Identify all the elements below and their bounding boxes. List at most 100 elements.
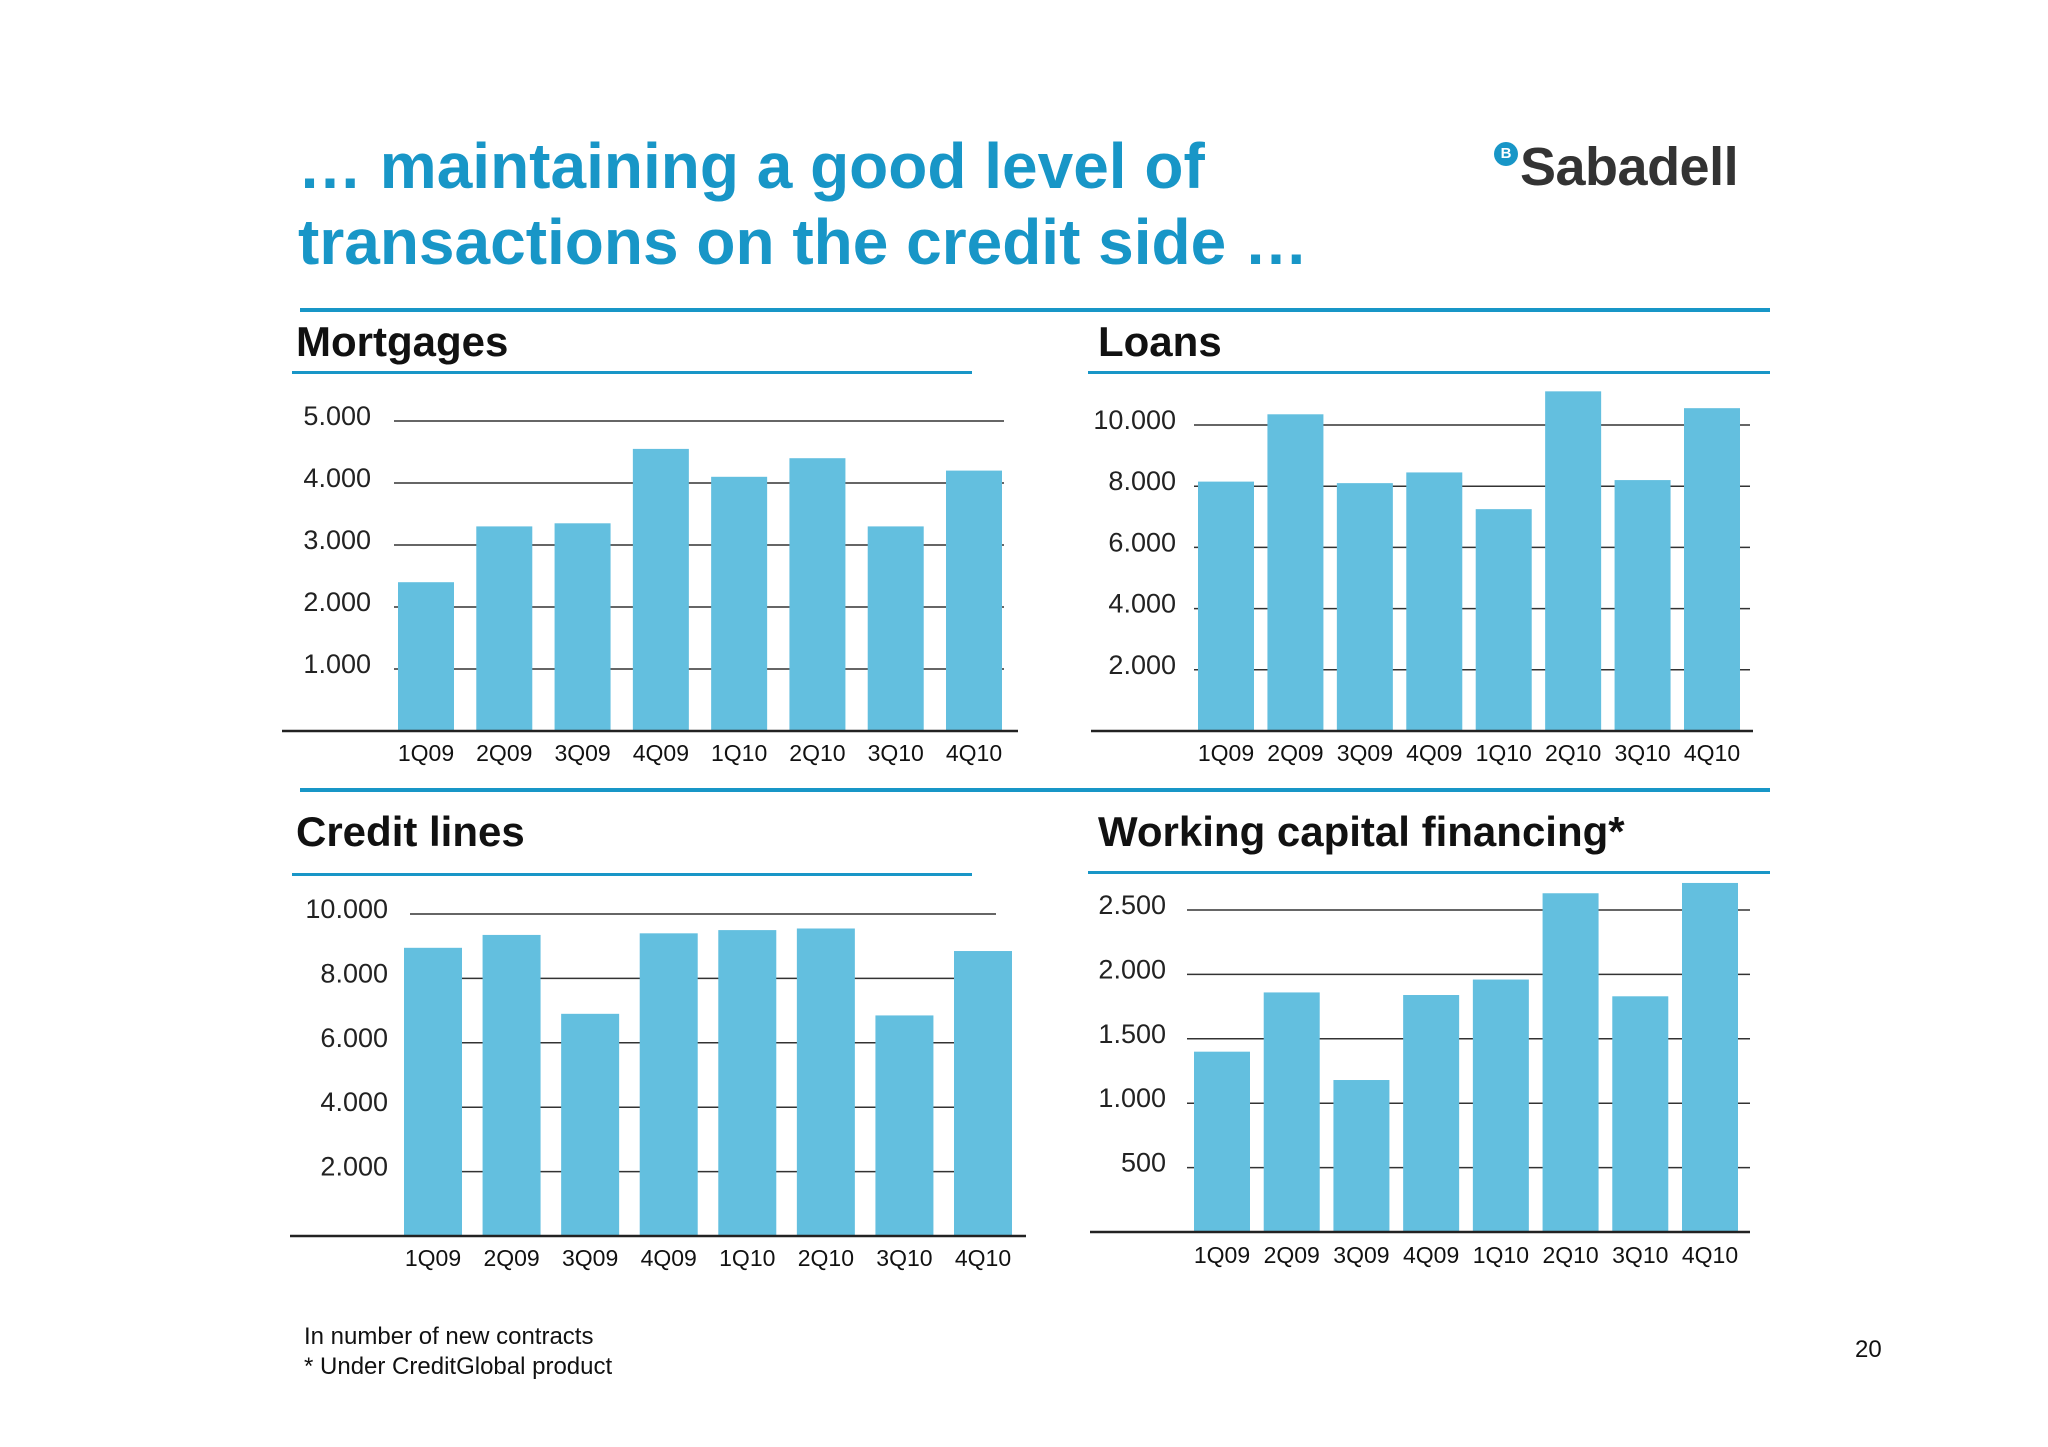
- working-capital-financing-category-label: 4Q09: [1403, 1242, 1459, 1268]
- credit-lines-ytick-label: 2.000: [320, 1152, 388, 1182]
- loans-bar-4q09: [1406, 472, 1462, 731]
- working-capital-financing-bar-4q10: [1682, 883, 1738, 1232]
- chart-loans: 2.000 4.000 6.000 8.000 10.000 1Q09 2Q09 3Q09 4Q…: [1080, 395, 1780, 775]
- credit-lines-bar-3q09: [561, 1014, 619, 1236]
- loans-bar-1q10: [1476, 509, 1532, 731]
- working-capital-financing-ytick-label: 500: [1121, 1148, 1166, 1178]
- mortgages-category-label: 3Q10: [868, 740, 924, 766]
- working-capital-financing-category-label: 4Q10: [1682, 1242, 1738, 1268]
- loans-category-label: 2Q09: [1267, 740, 1323, 766]
- sabadell-logo: B Sabadell: [1494, 138, 1764, 198]
- working-capital-financing-bar-3q10: [1612, 996, 1668, 1232]
- working-capital-financing-bar-1q10: [1473, 980, 1529, 1232]
- slide-title: … maintaining a good level of transactio…: [298, 128, 1308, 280]
- mortgages-ytick-label: 2.000: [303, 587, 371, 617]
- loans-category-label: 4Q10: [1684, 740, 1740, 766]
- credit-lines-category-label: 3Q09: [562, 1245, 618, 1271]
- chart-title-credit-lines: Credit lines: [296, 808, 525, 856]
- top-divider: [300, 308, 1770, 312]
- chart-underline-working-capital: [1088, 871, 1770, 874]
- chart-mortgages: 1.000 2.000 3.000 4.000 5.000 1Q09 2Q09 3Q09 4Q0…: [270, 395, 1030, 775]
- mortgages-ytick-label: 1.000: [303, 649, 371, 679]
- working-capital-financing-ytick-label: 2.000: [1098, 954, 1166, 984]
- working-capital-financing-ytick-label: 1.500: [1098, 1019, 1166, 1049]
- mortgages-bar-1q10: [711, 477, 767, 731]
- mortgages-category-label: 2Q09: [476, 740, 532, 766]
- mortgages-category-label: 1Q10: [711, 740, 767, 766]
- mortgages-ytick-label: 5.000: [303, 401, 371, 431]
- chart-underline-mortgages: [292, 371, 972, 374]
- mortgages-category-label: 2Q10: [789, 740, 845, 766]
- page-number: 20: [1855, 1336, 1882, 1364]
- credit-lines-ytick-label: 10.000: [305, 894, 388, 924]
- chart-working-capital: 500 1.000 1.500 2.000 2.500 1Q09 2Q09 3Q09 4Q09 1…: [1080, 880, 1780, 1270]
- credit-lines-ytick-label: 6.000: [320, 1023, 388, 1053]
- working-capital-financing-category-label: 3Q10: [1612, 1242, 1668, 1268]
- loans-category-label: 1Q09: [1198, 740, 1254, 766]
- mortgages-category-label: 4Q09: [633, 740, 689, 766]
- credit-lines-bar-1q09: [404, 948, 462, 1236]
- loans-bar-4q10: [1684, 408, 1740, 731]
- loans-category-label: 3Q10: [1614, 740, 1670, 766]
- footnote-units: In number of new contracts: [304, 1322, 612, 1352]
- mortgages-ytick-label: 4.000: [303, 463, 371, 493]
- chart-title-loans: Loans: [1098, 318, 1222, 366]
- loans-ytick-label: 6.000: [1108, 527, 1176, 557]
- credit-lines-category-label: 2Q10: [798, 1245, 854, 1271]
- mortgages-bar-2q10: [789, 458, 845, 731]
- working-capital-financing-category-label: 1Q09: [1194, 1242, 1250, 1268]
- loans-ytick-label: 10.000: [1093, 405, 1176, 435]
- credit-lines-bar-3q10: [875, 1015, 933, 1236]
- credit-lines-bar-2q09: [483, 935, 541, 1236]
- logo-wordmark: Sabadell: [1520, 138, 1738, 196]
- middle-divider: [300, 788, 1770, 792]
- working-capital-financing-category-label: 3Q09: [1333, 1242, 1389, 1268]
- working-capital-financing-category-label: 2Q10: [1542, 1242, 1598, 1268]
- mortgages-bar-2q09: [476, 526, 532, 731]
- working-capital-financing-ytick-label: 1.000: [1098, 1083, 1166, 1113]
- mortgages-category-label: 4Q10: [946, 740, 1002, 766]
- loans-category-label: 1Q10: [1476, 740, 1532, 766]
- working-capital-financing-category-label: 2Q09: [1264, 1242, 1320, 1268]
- working-capital-financing-bar-2q10: [1543, 893, 1599, 1232]
- chart-underline-credit-lines: [292, 873, 972, 876]
- working-capital-financing-category-label: 1Q10: [1473, 1242, 1529, 1268]
- mortgages-bar-3q10: [868, 526, 924, 731]
- slide-title-line-1: … maintaining a good level of: [298, 128, 1308, 204]
- chart-credit-lines: 2.000 4.000 6.000 8.000 10.000 1Q09 2Q09 3Q09 4Q…: [270, 890, 1030, 1270]
- mortgages-bar-3q09: [555, 523, 611, 731]
- working-capital-financing-ytick-label: 2.500: [1098, 890, 1166, 920]
- loans-bar-1q09: [1198, 482, 1254, 731]
- mortgages-ytick-label: 3.000: [303, 525, 371, 555]
- credit-lines-category-label: 4Q09: [641, 1245, 697, 1271]
- footnote-product: * Under CreditGlobal product: [304, 1352, 612, 1382]
- loans-category-label: 4Q09: [1406, 740, 1462, 766]
- credit-lines-category-label: 1Q10: [719, 1245, 775, 1271]
- logo-badge-icon: B: [1494, 142, 1518, 166]
- loans-category-label: 2Q10: [1545, 740, 1601, 766]
- loans-ytick-label: 2.000: [1108, 650, 1176, 680]
- credit-lines-bar-2q10: [797, 928, 855, 1236]
- credit-lines-bar-4q10: [954, 951, 1012, 1236]
- loans-bar-3q10: [1615, 480, 1671, 731]
- working-capital-financing-bar-3q09: [1333, 1080, 1389, 1232]
- loans-bar-3q09: [1337, 483, 1393, 731]
- loans-ytick-label: 8.000: [1108, 466, 1176, 496]
- working-capital-financing-bar-4q09: [1403, 995, 1459, 1232]
- mortgages-category-label: 3Q09: [554, 740, 610, 766]
- working-capital-financing-bar-2q09: [1264, 992, 1320, 1232]
- loans-ytick-label: 4.000: [1108, 589, 1176, 619]
- slide-title-line-2: transactions on the credit side …: [298, 204, 1308, 280]
- chart-title-working-capital: Working capital financing*: [1098, 808, 1625, 856]
- working-capital-financing-bar-1q09: [1194, 1052, 1250, 1232]
- loans-category-label: 3Q09: [1337, 740, 1393, 766]
- credit-lines-category-label: 3Q10: [876, 1245, 932, 1271]
- credit-lines-ytick-label: 4.000: [320, 1087, 388, 1117]
- mortgages-bar-4q09: [633, 449, 689, 731]
- chart-title-mortgages: Mortgages: [296, 318, 508, 366]
- credit-lines-category-label: 1Q09: [405, 1245, 461, 1271]
- credit-lines-ytick-label: 8.000: [320, 958, 388, 988]
- credit-lines-category-label: 2Q09: [483, 1245, 539, 1271]
- footnote: In number of new contracts * Under Credi…: [304, 1322, 612, 1382]
- mortgages-category-label: 1Q09: [398, 740, 454, 766]
